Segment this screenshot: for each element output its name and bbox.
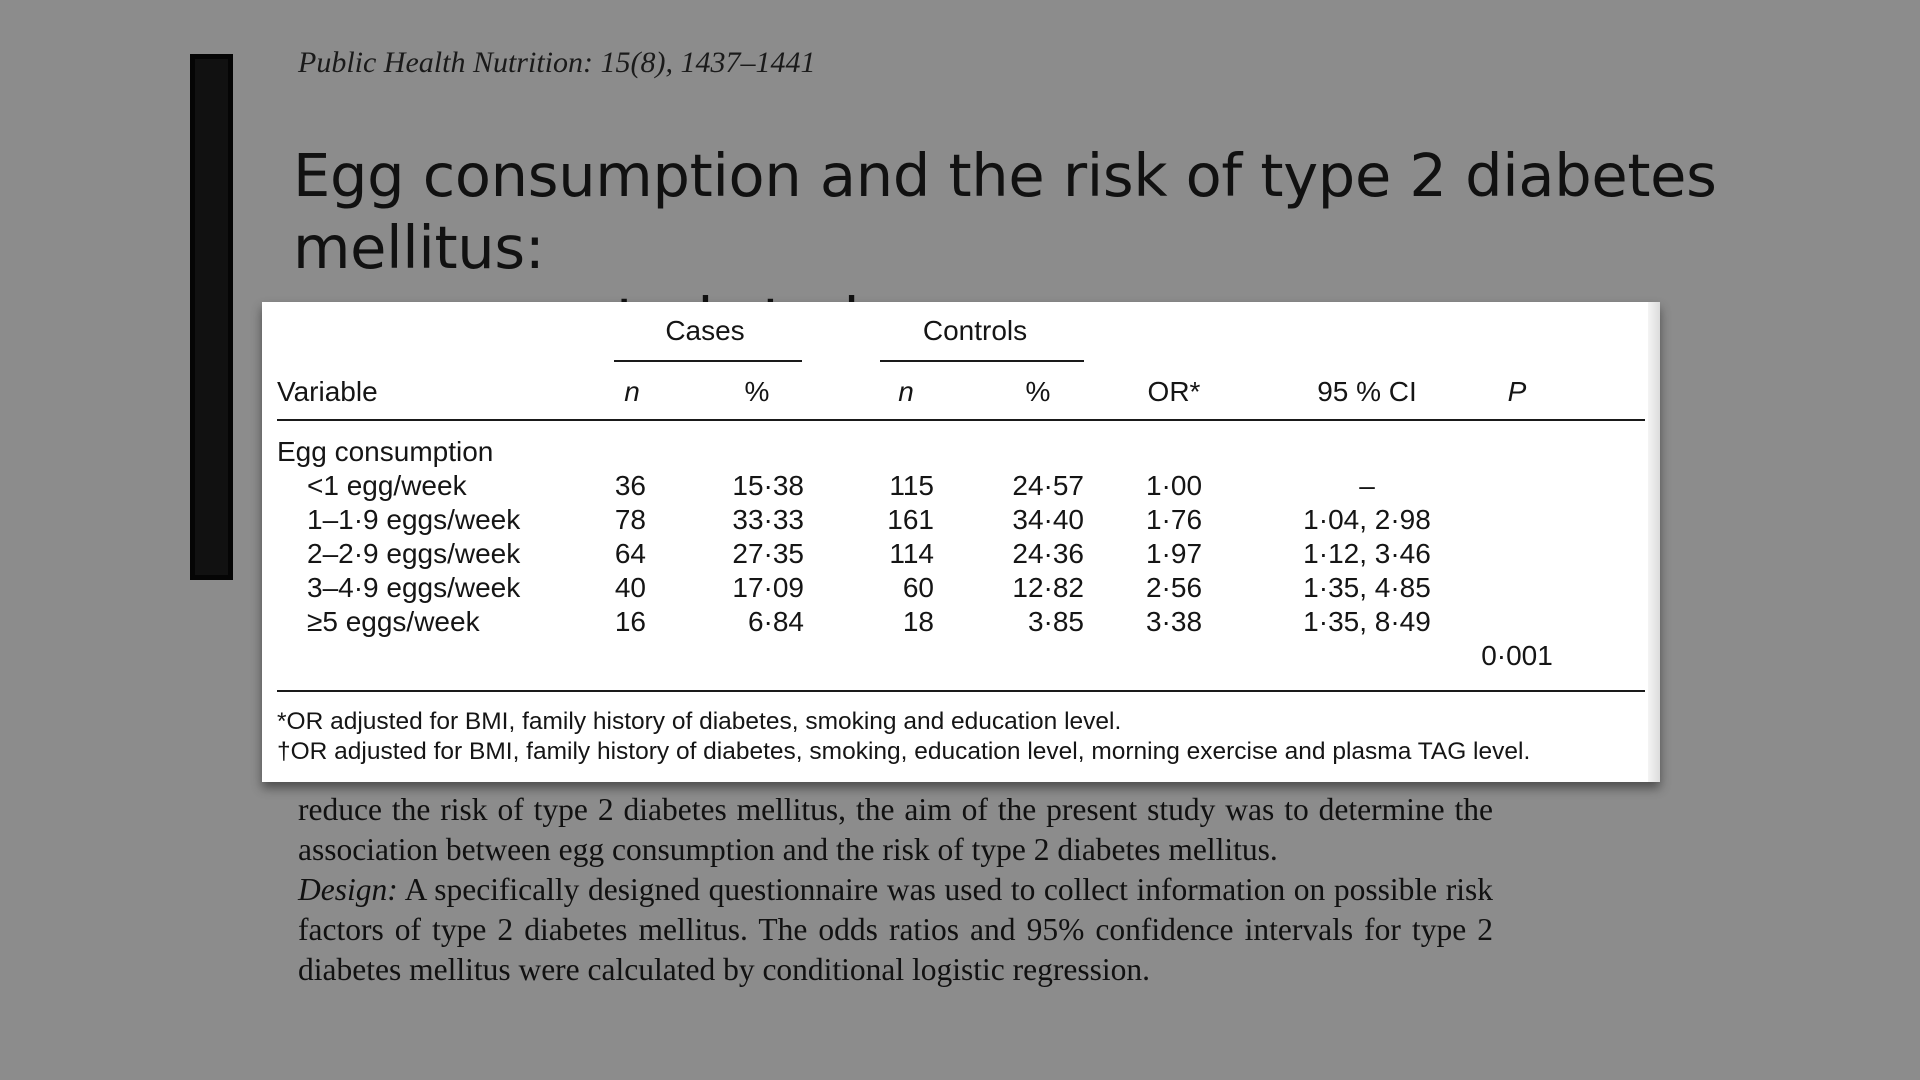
cell-cases-pct: 27·35 [732, 538, 804, 569]
cell-controls-n: 115 [889, 470, 934, 501]
cell-controls-pct: 24·57 [1012, 470, 1084, 501]
footnote-1: *OR adjusted for BMI, family history of … [277, 708, 1122, 735]
footnote-2: †OR adjusted for BMI, family history of … [277, 738, 1531, 765]
cell-controls-n: 114 [889, 538, 934, 569]
header-rule [277, 419, 1645, 421]
col-header-p: P [1507, 376, 1527, 407]
abstract-aim: reduce the risk of type 2 diabetes melli… [298, 792, 1493, 867]
row-label: 1–1·9 eggs/week [307, 504, 521, 535]
cell-controls-n: 18 [902, 606, 934, 637]
row-label: 2–2·9 eggs/week [307, 538, 521, 569]
cell-or: 2·56 [1145, 572, 1203, 603]
cell-controls-pct: 34·40 [1012, 504, 1084, 535]
popup-edge [1648, 302, 1660, 782]
controls-rule [880, 360, 1084, 362]
cell-ci: – [1359, 470, 1375, 501]
design-text: A specifically designed questionnaire wa… [298, 872, 1493, 987]
col-header-variable: Variable [277, 376, 378, 407]
cell-controls-pct: 24·36 [1012, 538, 1084, 569]
col-header-ci: 95 % CI [1317, 376, 1417, 407]
journal-citation: Public Health Nutrition: 15(8), 1437–144… [298, 46, 816, 79]
cell-cases-pct: 33·33 [732, 504, 804, 535]
abstract-design: Design: A specifically designed question… [298, 870, 1493, 990]
group-header-cases: Cases [665, 315, 745, 346]
cell-cases-n: 40 [614, 572, 646, 603]
group-header-controls: Controls [922, 315, 1028, 346]
cell-cases-pct: 17·09 [732, 572, 804, 603]
cell-cases-pct: 15·38 [732, 470, 804, 501]
cell-or: 1·97 [1145, 538, 1203, 569]
cell-controls-n: 60 [902, 572, 934, 603]
cell-ci: 1·35, 8·49 [1303, 606, 1431, 637]
cell-cases-n: 16 [614, 606, 646, 637]
cell-or: 3·38 [1145, 606, 1203, 637]
row-label: 3–4·9 eggs/week [307, 572, 521, 603]
cell-cases-n: 64 [614, 538, 646, 569]
section-label: Egg consumption [277, 436, 494, 467]
col-header-controls-n: n [898, 376, 914, 407]
cell-ci: 1·12, 3·46 [1303, 538, 1431, 569]
cell-cases-pct: 6·84 [747, 606, 804, 637]
col-header-cases-pct: % [744, 376, 770, 407]
col-header-cases-n: n [624, 376, 640, 407]
cell-controls-n: 161 [887, 504, 934, 535]
cell-p-value: 0·001 [1481, 640, 1553, 671]
cell-or: 1·00 [1145, 470, 1203, 501]
cell-cases-n: 78 [614, 504, 646, 535]
col-header-controls-pct: % [1025, 376, 1051, 407]
title-line-1: Egg consumption and the risk of type 2 d… [293, 141, 1717, 282]
cell-controls-pct: 3·85 [1027, 606, 1084, 637]
row-label: <1 egg/week [307, 470, 467, 501]
cases-rule [614, 360, 802, 362]
side-bar [190, 54, 233, 580]
design-label: Design: [298, 872, 398, 907]
table-popup: Cases Controls Variable n % n % OR* 95 %… [262, 302, 1660, 782]
cell-cases-n: 36 [614, 470, 646, 501]
abstract: reduce the risk of type 2 diabetes melli… [298, 790, 1493, 990]
cell-controls-pct: 12·82 [1012, 572, 1084, 603]
cell-ci: 1·35, 4·85 [1303, 572, 1431, 603]
cell-or: 1·76 [1145, 504, 1203, 535]
col-header-or: OR* [1147, 376, 1201, 407]
bottom-rule [277, 690, 1645, 692]
row-label: ≥5 eggs/week [307, 606, 480, 637]
cell-ci: 1·04, 2·98 [1303, 504, 1431, 535]
